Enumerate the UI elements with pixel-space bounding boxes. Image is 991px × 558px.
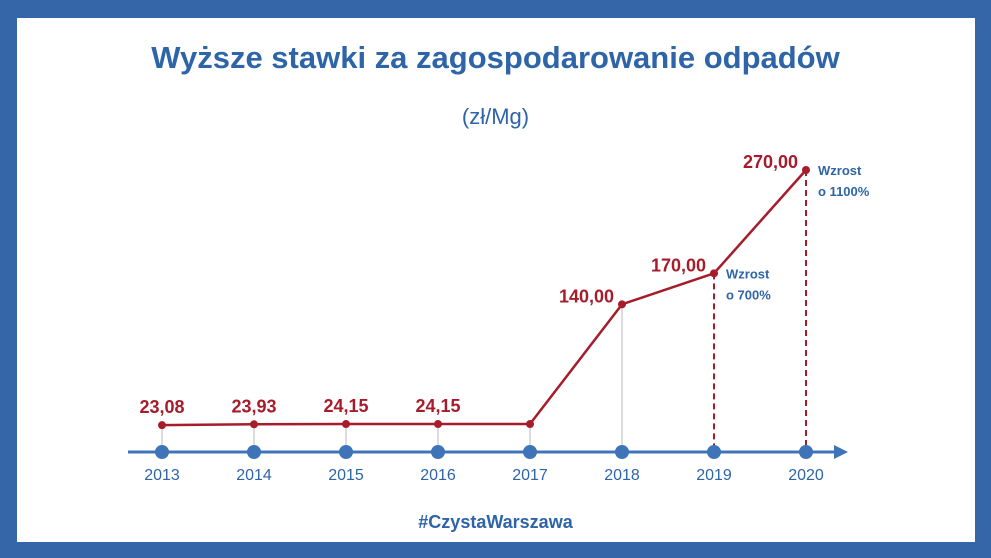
data-point-2016 [434, 420, 442, 429]
axis-marker-2018 [615, 445, 629, 459]
annotation-line1-2020: Wzrost [818, 163, 862, 178]
axis-marker-2017 [523, 445, 537, 459]
data-point-2015 [342, 420, 350, 429]
data-point-2018 [618, 300, 626, 309]
hashtag: #CzystaWarszawa [418, 512, 573, 532]
axis-marker-2016 [431, 445, 445, 459]
series-line [161, 169, 807, 427]
tick-label-2018: 2018 [604, 467, 640, 484]
data-point-2013 [158, 421, 166, 430]
annotation-line1-2019: Wzrost [726, 266, 770, 281]
value-label-2016: 24,15 [415, 396, 460, 416]
tick-label-2014: 2014 [236, 467, 272, 484]
chart-title: Wyższe stawki za zagospodarowanie odpadó… [151, 40, 840, 75]
axis-marker-2015 [339, 445, 353, 459]
annotation-line2-2019: o 700% [726, 287, 771, 302]
axis-marker-2014 [247, 445, 261, 459]
value-label-2015: 24,15 [323, 396, 368, 416]
tick-label-2020: 2020 [788, 467, 824, 484]
x-axis-arrow [834, 445, 848, 459]
tick-label-2017: 2017 [512, 467, 548, 484]
annotation-line2-2020: o 1100% [818, 184, 870, 199]
value-label-2020: 270,00 [743, 152, 798, 172]
tick-label-2019: 2019 [696, 467, 732, 484]
axis-marker-2019 [707, 445, 721, 459]
value-label-2018: 140,00 [559, 286, 614, 306]
tick-label-2013: 2013 [144, 467, 180, 484]
axis-marker-2020 [799, 445, 813, 459]
chart-frame [17, 18, 975, 542]
axis-marker-2013 [155, 445, 169, 459]
value-label-2013: 23,08 [139, 397, 184, 417]
value-label-2019: 170,00 [651, 255, 706, 275]
data-point-2017 [526, 420, 534, 429]
tick-label-2015: 2015 [328, 467, 364, 484]
tick-label-2016: 2016 [420, 467, 456, 484]
data-point-2019 [710, 269, 718, 278]
value-label-2014: 23,93 [231, 396, 276, 416]
data-point-2014 [250, 420, 258, 429]
data-point-2020 [802, 166, 810, 174]
chart-subtitle: (zł/Mg) [461, 104, 530, 129]
